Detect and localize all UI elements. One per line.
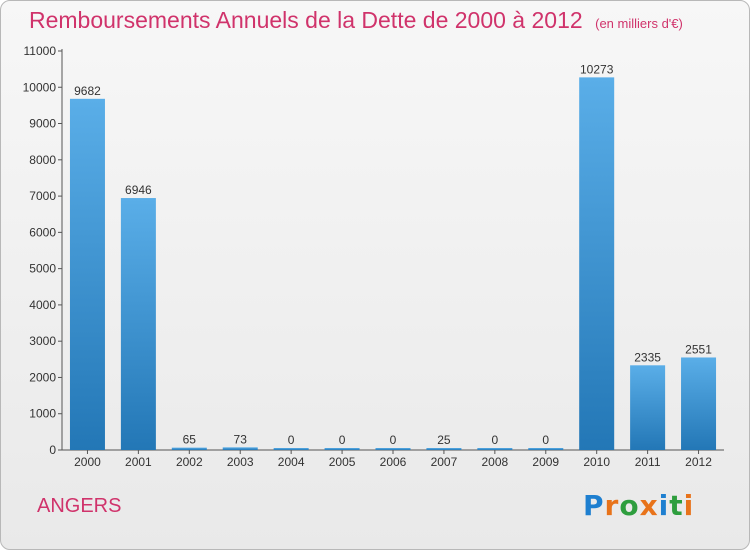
- logo-letter: t: [669, 489, 684, 522]
- logo-letter: x: [639, 489, 659, 522]
- y-tick-label: 2000: [29, 370, 56, 384]
- data-label-2008: 0: [492, 433, 499, 447]
- x-tick-label: 2005: [329, 455, 356, 469]
- bar-2006: [375, 448, 411, 450]
- bar-2000: [69, 98, 105, 450]
- x-tick-label: 2006: [380, 455, 407, 469]
- y-tick-label: 3000: [29, 334, 56, 348]
- chart-title-block: Remboursements Annuels de la Dette de 20…: [29, 7, 683, 34]
- x-tick-label: 2007: [431, 455, 458, 469]
- bar-2012: [681, 357, 717, 450]
- bar-2002: [171, 447, 207, 450]
- bar-2007: [426, 448, 462, 450]
- bar-2004: [273, 448, 309, 450]
- bar-2010: [579, 77, 615, 450]
- data-label-2006: 0: [390, 433, 397, 447]
- y-tick-label: 7000: [29, 189, 56, 203]
- x-tick-label: 2001: [125, 455, 152, 469]
- bar-2009: [528, 448, 564, 450]
- y-tick-label: 9000: [29, 117, 56, 131]
- y-tick-label: 10000: [23, 80, 57, 94]
- bar-2001: [120, 198, 156, 450]
- chart-unit: (en milliers d'€): [595, 16, 683, 31]
- y-tick-label: 0: [49, 443, 56, 457]
- logo-letter: o: [619, 489, 640, 522]
- y-tick-label: 1000: [29, 407, 56, 421]
- bar-2003: [222, 447, 258, 450]
- y-tick-label: 11000: [24, 44, 57, 58]
- x-tick-label: 2003: [227, 455, 254, 469]
- bar-2008: [477, 448, 513, 450]
- data-label-2012: 2551: [685, 342, 712, 356]
- bar-2011: [630, 365, 666, 450]
- y-tick-label: 8000: [29, 153, 56, 167]
- x-tick-label: 2008: [481, 455, 508, 469]
- data-label-2001: 6946: [125, 183, 152, 197]
- x-tick-label: 2000: [74, 455, 101, 469]
- x-tick-label: 2009: [532, 455, 559, 469]
- x-tick-label: 2012: [685, 455, 712, 469]
- proxiti-logo: Proxiti: [583, 489, 694, 522]
- chart-title: Remboursements Annuels de la Dette de 20…: [29, 7, 583, 33]
- y-tick-label: 4000: [29, 298, 56, 312]
- logo-letter: r: [604, 489, 620, 522]
- data-label-2005: 0: [339, 433, 346, 447]
- y-tick-label: 6000: [29, 225, 56, 239]
- data-label-2007: 25: [437, 433, 451, 447]
- data-label-2003: 73: [234, 432, 248, 446]
- x-tick-label: 2002: [176, 455, 203, 469]
- data-label-2011: 2335: [634, 350, 661, 364]
- data-label-2004: 0: [288, 433, 295, 447]
- data-label-2002: 65: [183, 433, 197, 447]
- logo-letter: i: [683, 489, 695, 522]
- x-tick-label: 2010: [583, 455, 610, 469]
- data-label-2000: 9682: [74, 84, 101, 98]
- logo-letter: i: [658, 489, 670, 522]
- data-label-2010: 10273: [580, 62, 614, 76]
- city-name: ANGERS: [37, 495, 122, 517]
- x-tick-label: 2004: [278, 455, 305, 469]
- y-tick-label: 5000: [29, 262, 56, 276]
- logo-letter: P: [583, 489, 605, 522]
- x-tick-label: 2011: [635, 455, 661, 469]
- data-label-2009: 0: [542, 433, 549, 447]
- bar-2005: [324, 448, 360, 450]
